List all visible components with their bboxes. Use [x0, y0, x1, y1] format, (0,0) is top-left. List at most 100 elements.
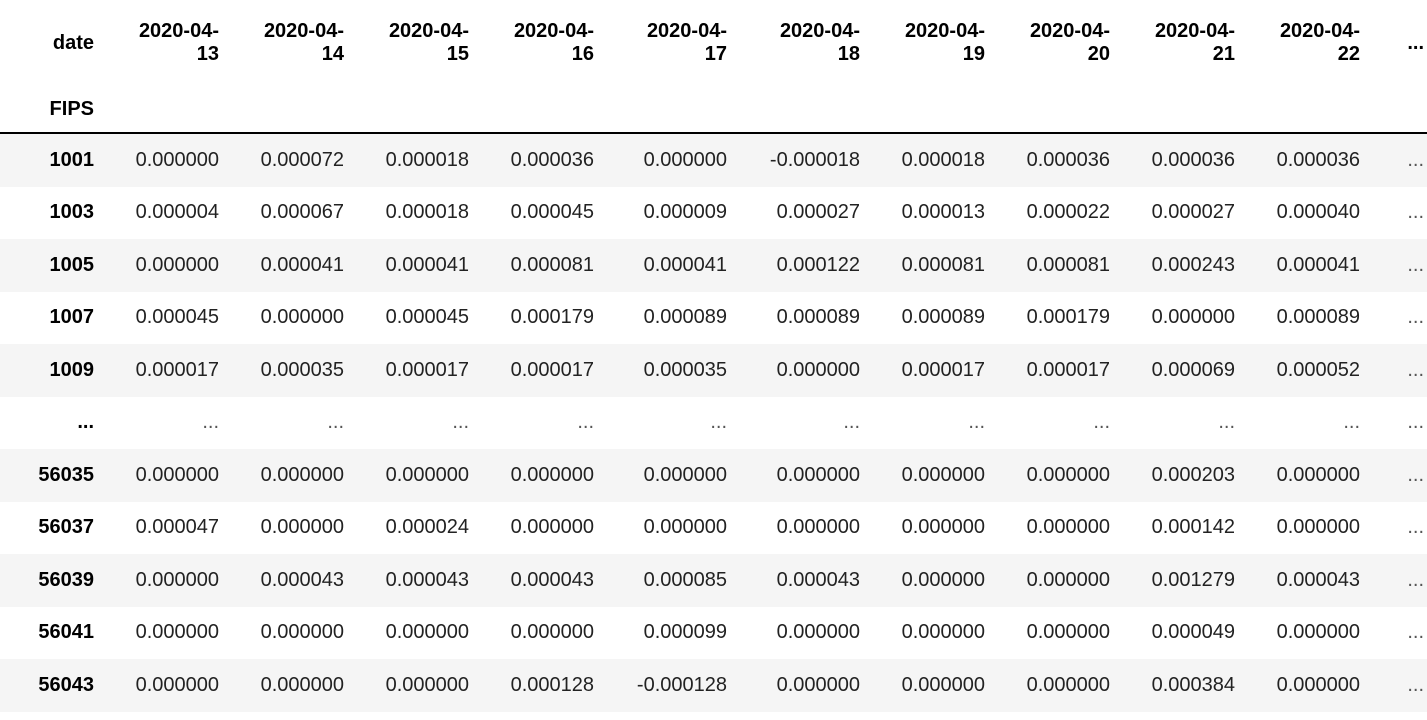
- table-cell: 0.000142: [1151, 516, 1235, 539]
- more-columns-cell: ...: [1407, 621, 1424, 644]
- row-index-label: 56041: [38, 621, 94, 644]
- column-axis-label: date: [52, 31, 94, 54]
- row-index-label: 56037: [38, 516, 94, 539]
- table-cell: 0.000013: [901, 201, 985, 224]
- table-cell: 0.000000: [385, 463, 469, 486]
- table-cell: 0.000041: [385, 253, 469, 276]
- table-cell: ...: [452, 411, 469, 434]
- table-cell: 0.000069: [1151, 358, 1235, 381]
- more-columns-cell: ...: [1407, 568, 1424, 591]
- table-cell: 0.000041: [643, 253, 727, 276]
- table-cell: 0.000000: [260, 621, 344, 644]
- table-cell: 0.000027: [1151, 201, 1235, 224]
- more-columns-cell: ...: [1407, 411, 1424, 434]
- table-cell: 0.000035: [260, 358, 344, 381]
- table-cell: ...: [1093, 411, 1110, 434]
- table-cell: 0.000043: [776, 568, 860, 591]
- row-index-label: 56035: [38, 463, 94, 486]
- table-cell: 0.000043: [1276, 568, 1360, 591]
- table-cell: 0.000000: [1276, 463, 1360, 486]
- table-cell: 0.000047: [135, 516, 219, 539]
- table-cell: 0.000179: [510, 306, 594, 329]
- column-header: 2020-04-20: [1029, 20, 1110, 65]
- table-cell: 0.000000: [901, 621, 985, 644]
- table-cell: 0.000000: [643, 148, 727, 171]
- table-cell: 0.000089: [901, 306, 985, 329]
- table-cell: 0.000000: [643, 463, 727, 486]
- table-cell: 0.000000: [1026, 516, 1110, 539]
- table-cell: 0.000000: [901, 673, 985, 696]
- table-body: 1001 0.000000 0.000072 0.000018 0.000036 0.00…: [0, 133, 1427, 712]
- table-cell: 0.000000: [776, 358, 860, 381]
- table-cell: 0.000000: [260, 463, 344, 486]
- table-cell: 0.000000: [901, 568, 985, 591]
- table-cell: 0.000027: [776, 201, 860, 224]
- more-columns-ellipsis: ...: [1407, 31, 1424, 54]
- table-cell: 0.000000: [1026, 673, 1110, 696]
- table-cell: 0.000000: [135, 568, 219, 591]
- table-cell: 0.000000: [1026, 568, 1110, 591]
- table-cell: 0.000000: [385, 621, 469, 644]
- column-header: 2020-04-17: [646, 20, 727, 65]
- row-index-label: ...: [77, 411, 94, 434]
- table-cell: 0.000089: [1276, 306, 1360, 329]
- table-cell: -0.000018: [769, 148, 860, 171]
- table-cell: 0.000036: [1026, 148, 1110, 171]
- table-cell: 0.000000: [135, 673, 219, 696]
- table-cell: 0.000041: [260, 253, 344, 276]
- table-cell: 0.000072: [260, 148, 344, 171]
- more-columns-cell: ...: [1407, 673, 1424, 696]
- table-row: 56035 0.000000 0.000000 0.000000 0.000000 0.0…: [0, 449, 1427, 502]
- index-header-row: FIPS: [0, 86, 1427, 134]
- table-cell: 0.000022: [1026, 201, 1110, 224]
- table-cell: 0.000000: [1276, 621, 1360, 644]
- table-row: 1007 0.000045 0.000000 0.000045 0.000179 0.00…: [0, 291, 1427, 344]
- column-header: 2020-04-19: [904, 20, 985, 65]
- table-cell: ...: [327, 411, 344, 434]
- table-cell: 0.000000: [901, 463, 985, 486]
- table-row: 56039 0.000000 0.000043 0.000043 0.000043 0.0…: [0, 554, 1427, 607]
- table-cell: 0.000017: [385, 358, 469, 381]
- row-index-label: 1007: [49, 306, 95, 329]
- table-cell: ...: [843, 411, 860, 434]
- table-header: date 2020-04-13 2020-04-14 2020-04-15 20…: [0, 0, 1427, 134]
- table-cell: 0.000085: [643, 568, 727, 591]
- table-cell: 0.000036: [1151, 148, 1235, 171]
- table-cell: 0.000067: [260, 201, 344, 224]
- table-cell: 0.000043: [260, 568, 344, 591]
- table-cell: 0.000081: [1026, 253, 1110, 276]
- table-cell: 0.000000: [1026, 621, 1110, 644]
- table-cell: ...: [1343, 411, 1360, 434]
- table-cell: 0.000000: [510, 621, 594, 644]
- column-header: 2020-04-21: [1154, 20, 1235, 65]
- table-cell: 0.000018: [385, 148, 469, 171]
- row-index-label: 1009: [49, 358, 95, 381]
- table-row: 56037 0.000047 0.000000 0.000024 0.000000 0.0…: [0, 501, 1427, 554]
- column-header: 2020-04-13: [138, 20, 219, 65]
- column-header: 2020-04-16: [513, 20, 594, 65]
- table-cell: 0.000000: [776, 621, 860, 644]
- table-cell: 0.000000: [260, 673, 344, 696]
- table-cell: 0.000017: [901, 358, 985, 381]
- table-row: 1005 0.000000 0.000041 0.000041 0.000081 0.00…: [0, 239, 1427, 292]
- table-row: ....................................: [0, 396, 1427, 449]
- column-header: 2020-04-18: [779, 20, 860, 65]
- table-cell: 0.000128: [510, 673, 594, 696]
- row-index-label: 1005: [49, 253, 95, 276]
- more-columns-cell: ...: [1407, 148, 1424, 171]
- table-cell: 0.000000: [510, 516, 594, 539]
- table-cell: ...: [710, 411, 727, 434]
- table-cell: 0.000009: [643, 201, 727, 224]
- table-cell: 0.000018: [385, 201, 469, 224]
- table-cell: 0.000035: [643, 358, 727, 381]
- table-cell: 0.000043: [510, 568, 594, 591]
- table-cell: 0.000043: [385, 568, 469, 591]
- table-cell: 0.000000: [776, 516, 860, 539]
- table-cell: 0.000045: [135, 306, 219, 329]
- table-cell: 0.000000: [135, 463, 219, 486]
- table-cell: 0.000000: [776, 673, 860, 696]
- table-cell: 0.000000: [260, 306, 344, 329]
- more-columns-cell: ...: [1407, 253, 1424, 276]
- table-cell: 0.000036: [510, 148, 594, 171]
- table-cell: 0.000000: [260, 516, 344, 539]
